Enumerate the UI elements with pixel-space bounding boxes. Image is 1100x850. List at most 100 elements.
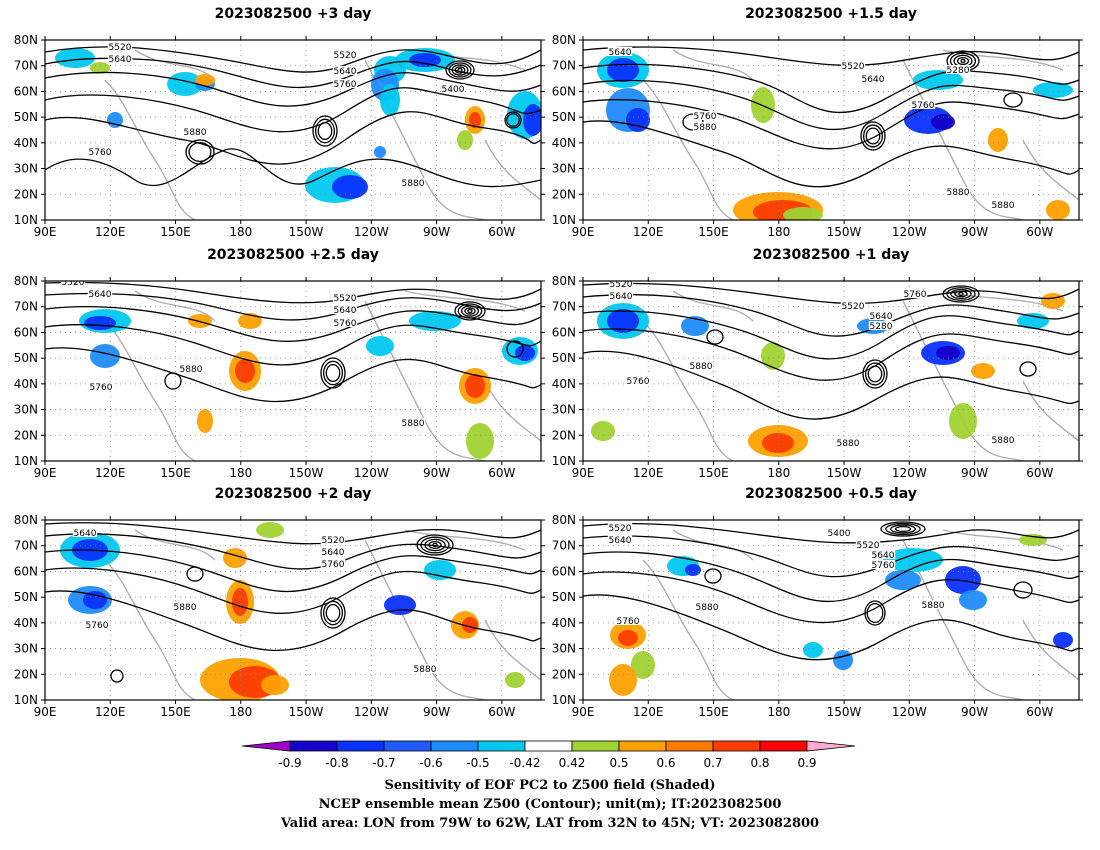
lon-tick-label: 120W — [892, 705, 927, 719]
lon-tick-label: 150E — [160, 225, 191, 239]
colorbar-cell — [524, 740, 573, 752]
shading-patch — [505, 672, 525, 688]
lat-tick-label: 60N — [14, 325, 38, 339]
shading-patch — [424, 560, 456, 580]
shading-patch — [885, 570, 921, 590]
contour-line — [45, 111, 541, 165]
shading-patch — [457, 130, 473, 150]
contour-line — [45, 71, 541, 107]
contour-label: 5520 — [610, 280, 633, 290]
lon-tick-label: 90E — [34, 466, 57, 480]
contour-label-bg — [902, 289, 928, 298]
shading-patch — [256, 522, 284, 538]
lon-tick-label: 120W — [892, 225, 927, 239]
contour-ring — [451, 64, 469, 76]
contour-ring — [464, 307, 476, 315]
contour-label-bg — [107, 42, 133, 51]
contour-label-bg — [60, 281, 86, 286]
contour-label-bg — [320, 535, 346, 544]
contour-ring — [454, 301, 486, 321]
contour-ring — [188, 141, 212, 163]
contour-label-bg — [608, 291, 634, 300]
contour-label: 5640 — [609, 536, 632, 546]
shading-patch — [195, 74, 215, 86]
contour-ring — [866, 602, 884, 624]
contour-ring — [865, 127, 881, 145]
lon-tick-label: 90E — [34, 225, 57, 239]
shading-patch — [1019, 534, 1047, 546]
map-panel-5: 2023082500 +2 day 5640 5520 5640 5760 5880 576… — [14, 486, 545, 719]
lon-tick-label: 150W — [289, 466, 324, 480]
contour-ring — [322, 360, 344, 386]
colorbar-tick-label: -0.42 — [509, 756, 540, 770]
lat-tick-label: 30N — [14, 642, 38, 656]
contour-label: 5760 — [334, 319, 357, 329]
contour-ring — [312, 115, 338, 147]
lat-tick-label: 40N — [552, 136, 576, 150]
contour-label-bg — [332, 79, 358, 88]
contour-ring — [325, 603, 341, 623]
lon-tick-label: 90W — [961, 466, 988, 480]
coastline — [404, 529, 526, 551]
contour-ring — [867, 365, 883, 383]
contour-label: 5760 — [694, 112, 717, 122]
contour-ring — [432, 542, 438, 548]
coastline — [902, 539, 1024, 700]
shading-patch — [803, 642, 823, 658]
contour-line — [583, 594, 1079, 661]
contour-line — [45, 324, 541, 366]
shading-patch — [90, 62, 110, 74]
lon-tick-label: 90W — [961, 705, 988, 719]
colorbar-tick-label: -0.9 — [278, 756, 301, 770]
contour-line — [583, 63, 1079, 114]
contour-line — [45, 148, 541, 188]
lat-tick-label: 80N — [552, 513, 576, 527]
lat-tick-label: 60N — [552, 325, 576, 339]
lon-tick-label: 120W — [354, 225, 389, 239]
contour-label-bg — [607, 47, 633, 56]
lat-tick-label: 60N — [14, 84, 38, 98]
lat-tick-label: 30N — [552, 642, 576, 656]
colorbar-tick-label: 0.7 — [703, 756, 722, 770]
contour-ring — [420, 536, 450, 554]
shading-patch — [374, 146, 386, 158]
shading-patch — [235, 359, 255, 383]
contour-ring — [448, 62, 472, 78]
shading-patch — [681, 316, 709, 336]
shading-patch — [465, 374, 485, 398]
contour-ring — [958, 291, 964, 297]
lat-tick-label: 60N — [552, 564, 576, 578]
colorbar-tick-label: -0.5 — [466, 756, 489, 770]
contour-ring — [320, 597, 346, 629]
contour-label-bg — [172, 602, 198, 611]
contour-ring — [416, 534, 454, 556]
map-panel-2: 2023082500 +1.5 day564055205640528057605… — [552, 6, 1083, 239]
colorbar-tick-label: 0.6 — [656, 756, 675, 770]
lat-tick-label: 70N — [552, 539, 576, 553]
shading-patch — [607, 309, 639, 333]
lon-tick-label: 90E — [572, 705, 595, 719]
contour-label: 5520 — [334, 51, 357, 61]
contour-ring — [880, 521, 926, 537]
colorbar-cell — [383, 740, 432, 752]
panel-title: 2023082500 +3 day — [215, 6, 372, 22]
contour-label: 5520 — [109, 43, 132, 53]
lat-tick-label: 20N — [552, 187, 576, 201]
contour-line — [45, 549, 541, 593]
contour-label-bg — [835, 438, 861, 447]
contour-label: 5520 — [609, 524, 632, 534]
contour-label-bg — [332, 50, 358, 59]
colorbar-cell — [712, 740, 761, 752]
lon-tick-label: 90W — [423, 705, 450, 719]
contour-label: 5880 — [696, 603, 719, 613]
contour-label: 5880 — [180, 365, 203, 375]
contour-ring — [885, 522, 921, 536]
contour-ring — [890, 524, 916, 534]
shading-patch — [332, 175, 368, 199]
contour-ring — [1003, 92, 1023, 108]
contour-label: 5760 — [334, 80, 357, 90]
contour-label: 5880 — [947, 188, 970, 198]
contour-ring — [950, 288, 972, 300]
colorbar-tick-label: 0.42 — [559, 756, 586, 770]
